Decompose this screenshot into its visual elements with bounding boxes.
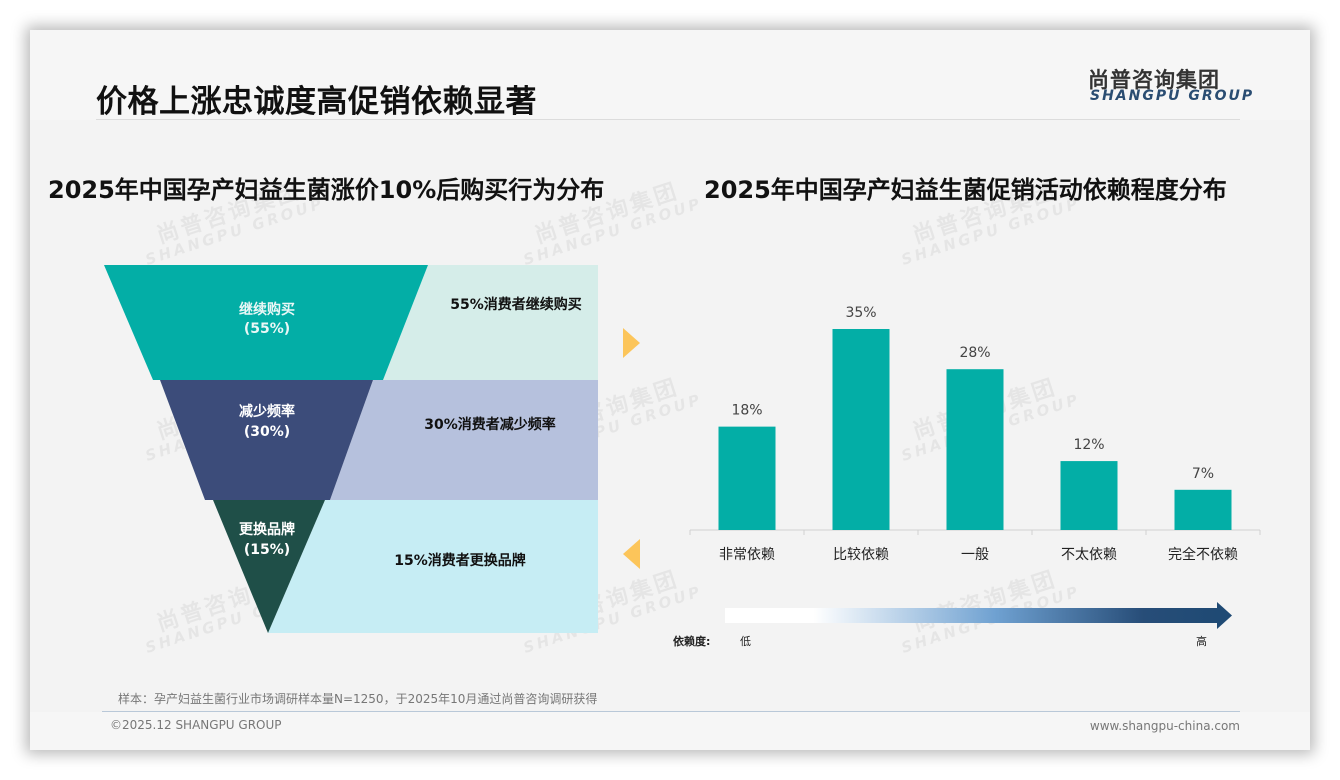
logo-en: SHANGPU GROUP xyxy=(1090,88,1255,104)
scale-arrow-icon xyxy=(1217,602,1232,629)
funnel-stage-1 xyxy=(104,265,428,380)
bar xyxy=(1174,489,1232,530)
scale-high: 高 xyxy=(1196,634,1207,648)
footer-band xyxy=(30,712,1310,750)
bar xyxy=(946,369,1004,530)
scale-low: 低 xyxy=(740,635,751,648)
stage-2-name: 减少频率 xyxy=(239,403,295,420)
logo-cn: 尚普咨询集团 xyxy=(1088,68,1220,92)
bar-value-label: 7% xyxy=(1192,466,1214,482)
funnel-band-2 xyxy=(330,380,598,500)
stage-2-pct: (30%) xyxy=(244,424,290,440)
bar-chart-title: 2025年中国孕产妇益生菌促销活动依赖程度分布 xyxy=(704,176,1227,204)
bar-chart: 18% 非常依赖 35% 比较依赖 28% 一般 12% 不太依赖 7% 完全不依赖 依赖度: 低… xyxy=(673,305,1261,648)
stage-3-name: 更换品牌 xyxy=(239,521,295,538)
stage-1-name: 继续购买 xyxy=(239,301,295,318)
bar xyxy=(718,426,776,530)
category-label: 非常依赖 xyxy=(719,547,775,563)
stage-2-desc: 30%消费者减少频率 xyxy=(424,416,556,433)
page-title: 价格上涨忠诚度高促销依赖显著 xyxy=(96,84,537,120)
funnel-chart: 继续购买 (55%) 减少频率 (30%) 更换品牌 (15%) 55%消费者继… xyxy=(104,265,640,633)
header-band xyxy=(30,30,1310,120)
arrow-right-icon xyxy=(623,328,640,358)
bar-value-label: 28% xyxy=(959,345,990,361)
category-label: 完全不依赖 xyxy=(1168,546,1238,563)
category-label: 不太依赖 xyxy=(1061,547,1117,563)
website-link[interactable]: www.shangpu-china.com xyxy=(1089,719,1240,733)
category-label: 比较依赖 xyxy=(833,547,889,563)
dependency-scale xyxy=(725,602,1232,629)
arrow-left-icon xyxy=(623,539,640,569)
slide: 尚普咨询集团 SHANGPU GROUP 尚普咨询集团 SHANGPU GROUP … xyxy=(30,30,1310,750)
bar-value-label: 12% xyxy=(1073,437,1104,453)
bar xyxy=(1060,461,1118,530)
bar-value-label: 18% xyxy=(731,403,762,419)
footnote: 样本：孕产妇益生菌行业市场调研样本量N=1250，于2025年10月通过尚普咨询… xyxy=(118,692,598,706)
title-divider xyxy=(96,119,1240,120)
category-label: 一般 xyxy=(961,547,989,563)
funnel-band-3 xyxy=(268,500,598,633)
stage-3-desc: 15%消费者更换品牌 xyxy=(394,552,526,569)
footer-divider xyxy=(102,711,1240,712)
bar-value-label: 35% xyxy=(845,305,876,321)
stage-3-pct: (15%) xyxy=(244,542,290,558)
stage-1-pct: (55%) xyxy=(244,321,290,337)
stage-1-desc: 55%消费者继续购买 xyxy=(450,296,582,313)
scale-label: 依赖度: xyxy=(673,634,710,648)
funnel-chart-title: 2025年中国孕产妇益生菌涨价10%后购买行为分布 xyxy=(48,176,605,204)
bar xyxy=(832,329,890,530)
funnel-stage-3 xyxy=(213,500,325,633)
funnel-band-1 xyxy=(383,265,598,380)
funnel-stage-2 xyxy=(160,380,373,500)
copyright: ©2025.12 SHANGPU GROUP xyxy=(110,718,282,732)
